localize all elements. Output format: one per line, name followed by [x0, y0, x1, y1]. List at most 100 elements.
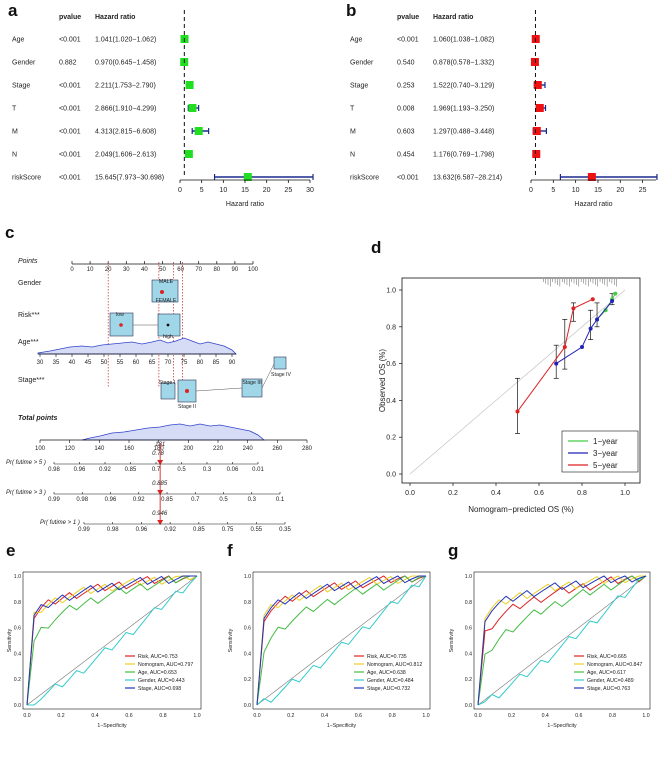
roc-x-tick-label: 0.8	[609, 713, 616, 719]
panel_a-hr-marker	[184, 150, 193, 158]
prob-row-tick-label: 0.7	[191, 497, 200, 503]
roc-x-tick-label: 1.0	[193, 713, 200, 719]
roc-diagonal	[477, 575, 647, 706]
prob-row-tick-label: 0.99	[78, 527, 90, 533]
gender-male-label: MALE	[159, 279, 174, 285]
roc-curve	[27, 575, 198, 706]
calibration-point	[580, 345, 584, 350]
roc-y-tick-label: 0.0	[244, 703, 251, 709]
calibration-point	[595, 317, 600, 322]
panel_a-row-name: N	[12, 152, 17, 159]
roc-x-tick-label: 0.0	[23, 713, 30, 719]
prob-row-tick-label: 0.92	[133, 497, 145, 503]
panel_b-row-pvalue: <0.001	[397, 37, 419, 44]
roc-y-label: Sensitivity	[7, 628, 13, 652]
roc-legend-label: Gender, AUC=0.489	[587, 678, 634, 684]
calibration-series-line	[517, 298, 593, 412]
roc-legend-label: Risk, AUC=0.753	[138, 654, 178, 660]
calibration-point	[554, 361, 559, 366]
total-tick-label: 140	[94, 446, 105, 452]
total-density	[81, 423, 266, 441]
panel_a-x-tick-label: 20	[263, 187, 271, 194]
points-tick-label: 20	[105, 267, 112, 273]
stage-label: Stage***	[18, 377, 45, 384]
total-tick-label: 280	[302, 446, 313, 452]
roc-x-tick-label: 0.6	[355, 713, 362, 719]
roc-y-tick-label: 1.0	[14, 574, 21, 580]
calibration-x-tick-label: 0.0	[405, 490, 415, 497]
points-tick-label: 100	[248, 267, 259, 273]
age-tick-label: 50	[101, 360, 108, 366]
gender-female-label: FEMALE	[156, 298, 177, 304]
roc-legend-label: Age, AUC=0.638	[367, 670, 406, 676]
total-points-label: Total points	[18, 415, 58, 422]
panel_b-hr-marker	[533, 81, 542, 89]
prob-row-tick-label: 0.96	[74, 467, 86, 473]
calibration-point	[571, 306, 576, 311]
panel_b-row-hr: 13.632(6.587−28.214)	[433, 175, 502, 182]
panel_b-header-pvalue: pvalue	[397, 14, 419, 21]
prob-row-tick-label: 0.1	[276, 497, 285, 503]
panel_b-x-tick-label: 10	[572, 187, 580, 194]
age-tick-label: 70	[165, 360, 172, 366]
roc-panel-letter: f	[227, 541, 233, 560]
panel_a-x-tick-label: 10	[219, 187, 227, 194]
prob-row-marker	[157, 520, 164, 525]
roc-y-tick-label: 0.2	[14, 677, 21, 683]
roc-curve	[477, 575, 646, 706]
prob-row-tick-label: 0.5	[177, 467, 186, 473]
calibration-point	[588, 326, 593, 331]
panel_b-row-hr: 1.522(0.740−3.129)	[433, 83, 494, 90]
panel_b-row-name: M	[350, 129, 356, 136]
prob-row-tick-label: 0.3	[203, 467, 212, 473]
roc-legend-label: Risk, AUC=0.665	[587, 654, 627, 660]
roc-x-tick-label: 1.0	[642, 713, 649, 719]
prob-row-tick-label: 0.01	[252, 467, 264, 473]
panel_a-row-pvalue: <0.001	[59, 152, 81, 159]
calibration-legend-label: 5−year	[593, 461, 618, 470]
panel_b-row-name: T	[350, 106, 355, 113]
panel_b-row-name: riskScore	[350, 175, 379, 182]
calibration-point	[562, 345, 567, 350]
roc-curve	[256, 575, 426, 706]
panel_a-x-tick-label: 0	[178, 187, 182, 194]
roc-y-tick-label: 0.8	[14, 600, 21, 606]
stage-i-label: Stage I	[159, 380, 175, 386]
panel_a-hr-marker	[185, 81, 194, 89]
prob-row-tick-label: 0.92	[164, 527, 176, 533]
panel_a-row-hr: 2.049(1.606−2.613)	[95, 152, 156, 159]
roc-x-tick-label: 0.4	[321, 713, 328, 719]
prob-row-tick-label: 0.92	[99, 467, 111, 473]
panel_b-panel-letter: b	[346, 1, 356, 20]
roc-x-tick-label: 0.2	[508, 713, 515, 719]
prob-row-tick-label: 0.3	[248, 497, 257, 503]
total-tick-label: 120	[65, 446, 76, 452]
age-tick-label: 60	[133, 360, 140, 366]
panel_b-row-name: Age	[350, 37, 363, 44]
stage-iv-box	[273, 356, 287, 370]
calibration-y-tick-label: 0.8	[386, 324, 396, 331]
prob-row-tick-label: 0.98	[48, 467, 60, 473]
calibration-point	[610, 299, 615, 304]
age-tick-label: 75	[181, 360, 188, 366]
prob-row-label: Pr( futime > 5 )	[6, 460, 46, 466]
roc-y-tick-label: 1.0	[244, 574, 251, 580]
panel_b-x-tick-label: 20	[616, 187, 624, 194]
prob-row-tick-label: 0.55	[250, 527, 262, 533]
prob-row-tick-label: 0.06	[227, 467, 239, 473]
panel_a-row-hr: 4.313(2.815−6.608)	[95, 129, 156, 136]
roc-legend-label: Stage, AUC=0.698	[138, 686, 181, 692]
gender-label: Gender	[18, 280, 42, 287]
roc-frame	[22, 571, 202, 710]
panel_a-row-name: T	[12, 106, 17, 113]
roc-y-label: Sensitivity	[228, 628, 234, 652]
panel_a-hr-marker	[188, 104, 197, 112]
prob-row-tick-label: 0.96	[136, 527, 148, 533]
panel_b-row-pvalue: 0.454	[397, 152, 415, 159]
calibration-x-label: Nomogram−predicted OS (%)	[468, 505, 574, 514]
roc-x-label: 1−Specificity	[327, 723, 357, 729]
calibration-x-tick-label: 1.0	[620, 490, 630, 497]
panel_b-x-tick-label: 25	[639, 187, 647, 194]
roc-x-tick-label: 0.0	[253, 713, 260, 719]
